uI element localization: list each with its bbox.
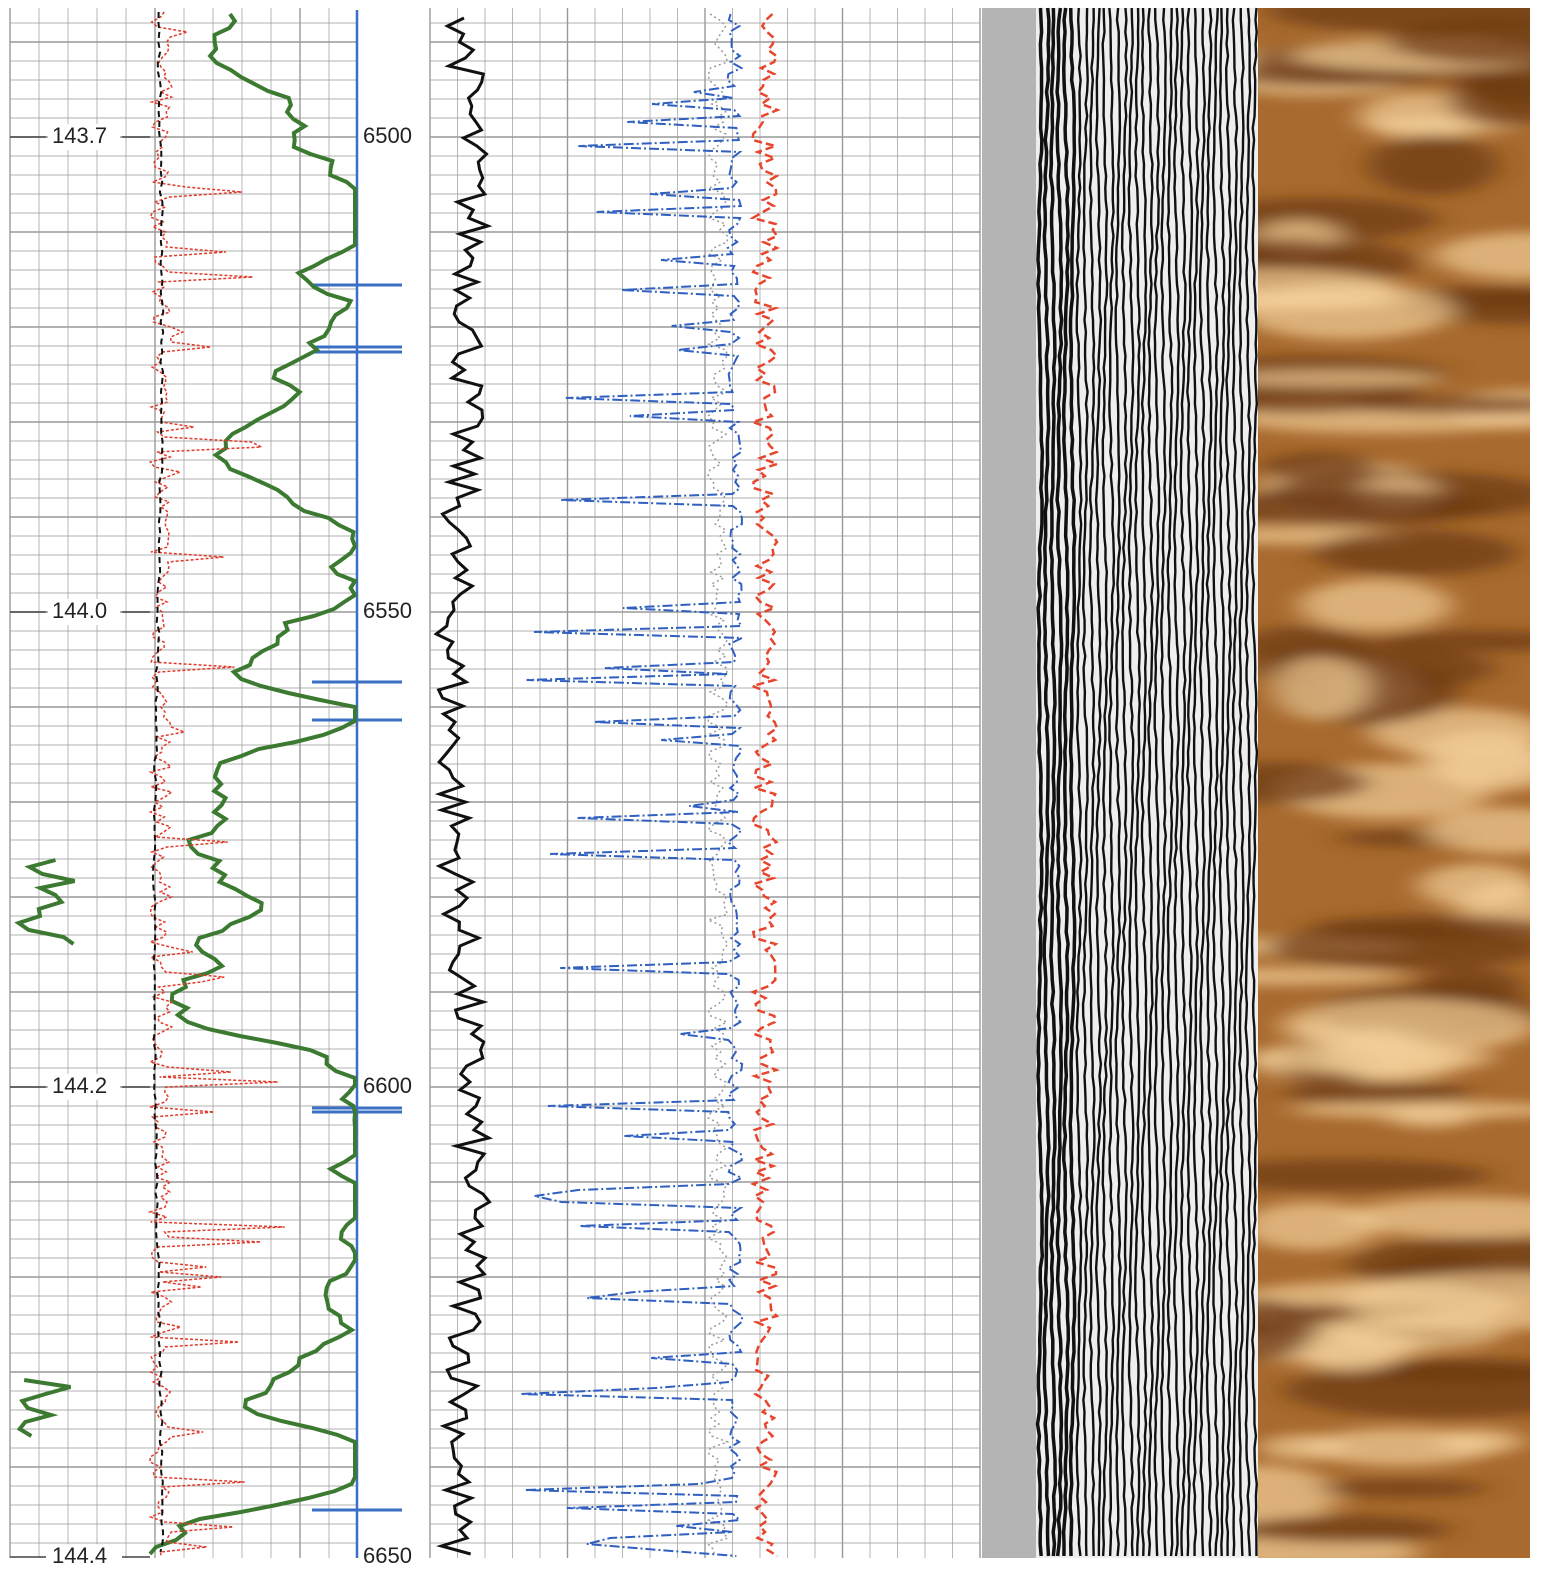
left-label: 144.2 <box>52 1073 107 1098</box>
stripe <box>1166 7 1174 1557</box>
left-label: 144.0 <box>52 598 107 623</box>
depth-bg <box>361 599 425 625</box>
stripe <box>1081 7 1090 1557</box>
blob <box>1272 656 1370 721</box>
gray-band <box>982 8 1036 1558</box>
blob <box>1437 745 1530 791</box>
stripe <box>1179 7 1187 1557</box>
blob <box>1283 1081 1474 1106</box>
blob <box>1435 1429 1524 1455</box>
brown-texture <box>1258 8 1530 1558</box>
blob <box>1319 1313 1505 1351</box>
labels: 143.7 6500 144.0 6550 144.2 6600 144.4 6650 <box>10 123 425 1570</box>
blob <box>1316 1479 1488 1498</box>
stripe <box>1250 7 1259 1557</box>
stripe <box>1159 7 1168 1557</box>
blob <box>1344 1197 1530 1238</box>
blob <box>1258 1158 1492 1192</box>
blue-curve <box>520 13 745 1557</box>
black-dashed <box>151 11 165 1553</box>
blob <box>1387 19 1530 64</box>
stripe <box>1114 7 1122 1557</box>
green-curve <box>148 12 358 1556</box>
stripe <box>1153 7 1161 1557</box>
blob <box>1258 1515 1452 1544</box>
depth-label: 6550 <box>363 598 412 623</box>
stripe <box>1134 7 1142 1557</box>
blob <box>1281 998 1530 1054</box>
stripe-image <box>1035 7 1259 1557</box>
blob <box>1367 134 1499 196</box>
stripe <box>1094 7 1103 1557</box>
stripe <box>1035 7 1045 1557</box>
stripe <box>1127 7 1135 1557</box>
stripe <box>1211 7 1220 1557</box>
stripe <box>1075 7 1083 1557</box>
stripe <box>1108 7 1116 1557</box>
gray-curve <box>706 13 730 1557</box>
depth-bg <box>361 124 425 150</box>
stripe <box>1068 7 1077 1557</box>
label-bg <box>48 1074 120 1100</box>
stripe <box>1042 7 1051 1557</box>
blob <box>1312 529 1518 576</box>
blob <box>1259 1434 1347 1461</box>
red-dashed <box>748 13 782 1558</box>
stripe <box>1147 7 1155 1557</box>
blob <box>1258 1464 1338 1526</box>
blob <box>1258 239 1353 269</box>
blob <box>1258 369 1442 388</box>
stripe <box>1055 7 1064 1557</box>
stripe <box>1140 7 1148 1557</box>
stripe <box>1205 7 1213 1557</box>
blob <box>1258 967 1404 986</box>
stripe <box>1061 7 1071 1557</box>
stripe <box>1224 7 1233 1557</box>
blob <box>1290 1101 1530 1119</box>
green-curve-2 <box>14 858 76 946</box>
label-bg <box>48 1544 120 1570</box>
stripe <box>1173 7 1181 1557</box>
stripe <box>1101 7 1109 1557</box>
blob <box>1425 807 1530 855</box>
black-curve <box>433 16 494 1556</box>
label-bg <box>48 124 120 150</box>
left-label: 143.7 <box>52 123 107 148</box>
blob <box>1299 579 1452 631</box>
stripe <box>1192 7 1200 1557</box>
blob <box>1258 626 1371 665</box>
blob <box>1258 1298 1317 1361</box>
stripe <box>1120 7 1129 1557</box>
depth-bg <box>361 1074 425 1100</box>
stripe <box>1218 7 1226 1557</box>
brown-image <box>1258 8 1530 1558</box>
stripe <box>1244 7 1252 1557</box>
label-bg <box>48 599 120 625</box>
depth-label: 6650 <box>363 1543 412 1568</box>
blob <box>1258 291 1402 310</box>
stripe <box>1185 7 1194 1557</box>
blob <box>1375 630 1530 652</box>
depth-label: 6600 <box>363 1073 412 1098</box>
stripe <box>1198 7 1207 1557</box>
stripe <box>1048 7 1058 1557</box>
blob <box>1258 761 1370 804</box>
red-curve <box>147 11 285 1558</box>
curves <box>14 11 782 1558</box>
green-curve-3 <box>16 1378 72 1438</box>
stripe <box>1231 7 1239 1557</box>
blob <box>1309 915 1530 939</box>
blob <box>1258 488 1491 526</box>
stripe <box>1238 7 1246 1557</box>
depth-bg <box>361 1544 425 1570</box>
left-label: 144.4 <box>52 1543 107 1568</box>
blob <box>1345 396 1530 415</box>
blob <box>1434 232 1530 280</box>
depth-label: 6500 <box>363 123 412 148</box>
blob <box>1417 863 1530 908</box>
stripe <box>1088 7 1096 1557</box>
